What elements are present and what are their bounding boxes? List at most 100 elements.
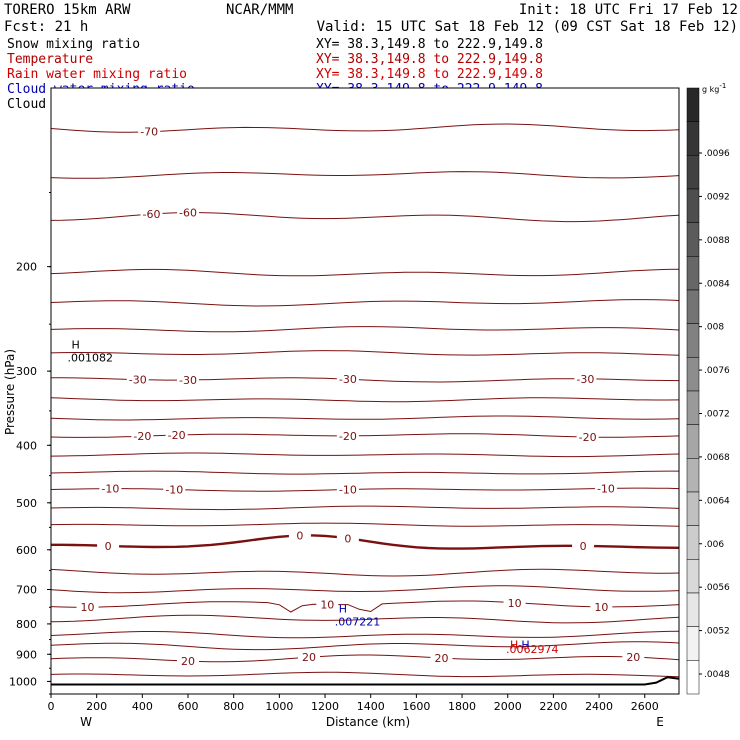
temperature-contour-line xyxy=(50,350,680,356)
temperature-contour-line xyxy=(50,585,680,594)
temperature-contours: -70 -60 -60 -30 -30 -30 -30 -20 -20 -20 -20 -10 -10 -… xyxy=(50,123,680,678)
temperature-contour-line xyxy=(50,568,680,577)
x-tick-label: 200 xyxy=(86,700,107,713)
temperature-contour-line xyxy=(50,522,680,527)
colorbar-label: .0088 xyxy=(704,236,730,246)
temperature-contour-label: -10 xyxy=(339,483,357,496)
y-tick-label: 400 xyxy=(16,439,37,452)
temperature-contour-line xyxy=(50,630,680,639)
temperature-contour-label: -70 xyxy=(140,126,158,139)
colorbar-swatch xyxy=(686,491,700,526)
x-tick-label: 600 xyxy=(178,700,199,713)
colorbar-swatch xyxy=(686,592,700,627)
field-name: Snow mixing ratio xyxy=(7,37,140,52)
colorbar-swatch xyxy=(686,660,700,695)
y-tick-label: 800 xyxy=(16,618,37,631)
temperature-contour-line xyxy=(50,505,680,511)
model-title: TORERO 15km ARW xyxy=(4,2,131,18)
contour-label-bg xyxy=(177,373,200,385)
x-tick-label: 1400 xyxy=(357,700,385,713)
temperature-contour-label: -10 xyxy=(597,482,615,495)
temperature-contour-label: -20 xyxy=(579,431,597,444)
colorbar-label: .0052 xyxy=(704,627,730,637)
temperature-contour-label: -10 xyxy=(101,483,119,496)
contour-label-bg xyxy=(316,598,339,610)
x-axis-label: Distance (km) xyxy=(326,715,410,729)
y-tick-label: 700 xyxy=(16,584,37,597)
temperature-contour-label: -20 xyxy=(168,429,186,442)
contour-label-bg xyxy=(336,532,359,544)
annotation-marker: H xyxy=(72,339,80,352)
x-tick-label: 1600 xyxy=(402,700,430,713)
contour-label-bg xyxy=(590,600,613,612)
temperature-contour-line xyxy=(50,299,680,307)
contour-label-bg xyxy=(336,483,359,495)
colorbar-swatch xyxy=(686,222,700,257)
terrain-line xyxy=(51,676,680,686)
annotation-value: .0062974 xyxy=(506,643,558,656)
colorbar-label: .0076 xyxy=(704,366,730,376)
temperature-contour-label: 10 xyxy=(320,598,334,611)
colorbar-swatch xyxy=(686,424,700,459)
x-tick-label: 1000 xyxy=(265,700,293,713)
temperature-contour-label: 0 xyxy=(105,540,112,553)
y-tick-label: 600 xyxy=(16,544,37,557)
x-tick-label: 2400 xyxy=(585,700,613,713)
contour-label-bg xyxy=(140,207,163,219)
x-tick-label: 2000 xyxy=(494,700,522,713)
contour-label-bg xyxy=(576,431,599,443)
center-title: NCAR/MMM xyxy=(226,2,293,18)
colorbar-swatch xyxy=(686,626,700,661)
colorbar-swatch xyxy=(686,559,700,594)
temperature-contour-label: 10 xyxy=(508,597,522,610)
contour-label-bg xyxy=(574,372,597,384)
contour-label-bg xyxy=(503,596,526,608)
temperature-contour-line xyxy=(50,397,680,403)
y-tick-label: 300 xyxy=(16,365,37,378)
colorbar: .0096 .0092 .0088 .0084 .008 .0076 .0072 .0068.… xyxy=(686,87,730,695)
field-name: Rain water mixing ratio xyxy=(7,67,187,82)
colorbar-label: .0056 xyxy=(704,583,730,593)
contour-label-bg xyxy=(97,539,120,551)
temperature-contour-line xyxy=(50,654,680,663)
colorbar-swatch xyxy=(686,188,700,223)
temperature-contour-line xyxy=(50,377,680,383)
y-axis: 200 300 400 500 600 700 800 900 1000 xyxy=(9,191,51,695)
temperature-contour-label: -30 xyxy=(179,374,197,387)
temperature-contour-label: 0 xyxy=(344,532,351,545)
x-tick-label: 800 xyxy=(223,700,244,713)
annotation-marker: H xyxy=(521,638,529,651)
colorbar-label: .0048 xyxy=(704,670,730,680)
temperature-contour-line xyxy=(50,326,680,333)
temperature-contour-label: 10 xyxy=(594,601,608,614)
temperature-contour-label: -60 xyxy=(179,207,197,220)
colorbar-label: .0068 xyxy=(704,453,730,463)
temperature-contour-label: -10 xyxy=(165,484,183,497)
x-axis-west-label: W xyxy=(80,715,92,729)
temperature-contour-label: -20 xyxy=(339,430,357,443)
annotation-marker: H xyxy=(510,638,518,651)
contour-label-bg xyxy=(622,651,645,663)
contour-label-bg xyxy=(177,206,200,218)
colorbar-swatch xyxy=(686,289,700,324)
y-tick-label: 900 xyxy=(16,648,37,661)
x-tick-label: 2200 xyxy=(539,700,567,713)
colorbar-label: .0084 xyxy=(704,279,730,289)
x-axis: 0 200 400 600 800 1000 1200 1400 1600 1800 2000 220… xyxy=(48,694,659,713)
contour-label-bg xyxy=(177,655,200,667)
contour-label-bg xyxy=(336,429,359,441)
x-tick-label: 2600 xyxy=(631,700,659,713)
temperature-contour-label: 10 xyxy=(81,601,95,614)
field-xy: XY= 38.3,149.8 to 222.9,149.8 xyxy=(316,37,543,52)
temperature-contour-label: 20 xyxy=(302,651,316,664)
y-tick-label: 500 xyxy=(16,497,37,510)
temperature-contour-line xyxy=(50,268,680,277)
contour-label-bg xyxy=(594,482,617,494)
colorbar-label: .0064 xyxy=(704,496,730,506)
contour-label-bg xyxy=(336,373,359,385)
contour-label-bg xyxy=(430,651,453,663)
contour-label-bg xyxy=(288,529,311,541)
plot-area: -70 -60 -60 -30 -30 -30 -30 -20 -20 -20 -20 -10 -10 -… xyxy=(50,87,680,695)
